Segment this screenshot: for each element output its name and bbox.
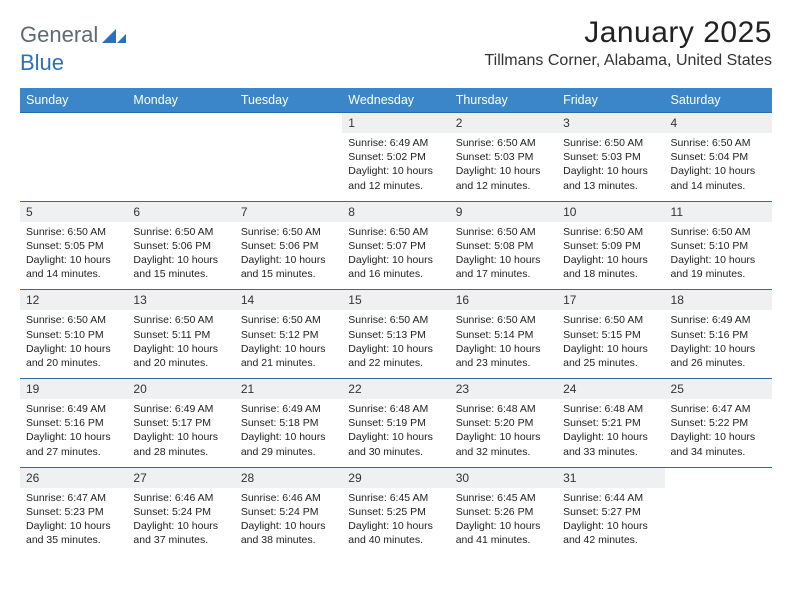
day-body-cell: Sunrise: 6:50 AMSunset: 5:04 PMDaylight:… xyxy=(665,133,772,201)
day-body-cell: Sunrise: 6:50 AMSunset: 5:03 PMDaylight:… xyxy=(557,133,664,201)
day-body-cell: Sunrise: 6:50 AMSunset: 5:12 PMDaylight:… xyxy=(235,310,342,378)
day-number-cell: 10 xyxy=(557,201,664,222)
day-body-cell: Sunrise: 6:49 AMSunset: 5:16 PMDaylight:… xyxy=(20,399,127,467)
day-number-cell: 21 xyxy=(235,379,342,400)
day-body-cell: Sunrise: 6:50 AMSunset: 5:05 PMDaylight:… xyxy=(20,222,127,290)
day-number-cell: 6 xyxy=(127,201,234,222)
day-body-cell: Sunrise: 6:50 AMSunset: 5:11 PMDaylight:… xyxy=(127,310,234,378)
day-body-cell: Sunrise: 6:50 AMSunset: 5:06 PMDaylight:… xyxy=(127,222,234,290)
day-body-row: Sunrise: 6:50 AMSunset: 5:05 PMDaylight:… xyxy=(20,222,772,290)
weekday-col: Wednesday xyxy=(342,88,449,113)
day-body-row: Sunrise: 6:50 AMSunset: 5:10 PMDaylight:… xyxy=(20,310,772,378)
day-number-cell xyxy=(665,467,772,488)
day-body-cell: Sunrise: 6:46 AMSunset: 5:24 PMDaylight:… xyxy=(235,488,342,552)
day-number-cell xyxy=(20,113,127,134)
day-number-cell: 16 xyxy=(450,290,557,311)
weekday-col: Thursday xyxy=(450,88,557,113)
weekday-col: Tuesday xyxy=(235,88,342,113)
day-number-cell: 25 xyxy=(665,379,772,400)
day-number-cell: 15 xyxy=(342,290,449,311)
day-body-cell: Sunrise: 6:50 AMSunset: 5:07 PMDaylight:… xyxy=(342,222,449,290)
day-body-cell: Sunrise: 6:49 AMSunset: 5:17 PMDaylight:… xyxy=(127,399,234,467)
day-body-cell: Sunrise: 6:48 AMSunset: 5:20 PMDaylight:… xyxy=(450,399,557,467)
day-body-cell: Sunrise: 6:48 AMSunset: 5:19 PMDaylight:… xyxy=(342,399,449,467)
brand-text-general: General xyxy=(20,22,98,48)
day-number-row: 19202122232425 xyxy=(20,379,772,400)
day-body-cell: Sunrise: 6:49 AMSunset: 5:18 PMDaylight:… xyxy=(235,399,342,467)
day-number-cell: 19 xyxy=(20,379,127,400)
day-number-cell: 28 xyxy=(235,467,342,488)
day-body-cell: Sunrise: 6:49 AMSunset: 5:16 PMDaylight:… xyxy=(665,310,772,378)
day-number-cell: 13 xyxy=(127,290,234,311)
day-body-row: Sunrise: 6:49 AMSunset: 5:02 PMDaylight:… xyxy=(20,133,772,201)
day-body-cell: Sunrise: 6:47 AMSunset: 5:23 PMDaylight:… xyxy=(20,488,127,552)
calendar-page: General January 2025 Tillmans Corner, Al… xyxy=(0,0,792,571)
day-number-cell: 27 xyxy=(127,467,234,488)
day-body-cell: Sunrise: 6:48 AMSunset: 5:21 PMDaylight:… xyxy=(557,399,664,467)
day-body-cell: Sunrise: 6:50 AMSunset: 5:15 PMDaylight:… xyxy=(557,310,664,378)
day-body-cell xyxy=(235,133,342,201)
weekday-col: Monday xyxy=(127,88,234,113)
day-number-cell: 14 xyxy=(235,290,342,311)
day-body-cell: Sunrise: 6:50 AMSunset: 5:03 PMDaylight:… xyxy=(450,133,557,201)
day-number-cell: 9 xyxy=(450,201,557,222)
day-body-cell xyxy=(665,488,772,552)
day-number-cell: 30 xyxy=(450,467,557,488)
day-number-cell: 17 xyxy=(557,290,664,311)
day-body-cell: Sunrise: 6:50 AMSunset: 5:09 PMDaylight:… xyxy=(557,222,664,290)
day-body-cell: Sunrise: 6:44 AMSunset: 5:27 PMDaylight:… xyxy=(557,488,664,552)
day-number-cell xyxy=(235,113,342,134)
day-body-cell: Sunrise: 6:46 AMSunset: 5:24 PMDaylight:… xyxy=(127,488,234,552)
day-number-cell: 26 xyxy=(20,467,127,488)
day-number-cell: 23 xyxy=(450,379,557,400)
day-number-cell: 5 xyxy=(20,201,127,222)
weekday-header: Sunday Monday Tuesday Wednesday Thursday… xyxy=(20,88,772,113)
day-body-cell: Sunrise: 6:45 AMSunset: 5:25 PMDaylight:… xyxy=(342,488,449,552)
day-body-cell: Sunrise: 6:50 AMSunset: 5:13 PMDaylight:… xyxy=(342,310,449,378)
day-number-cell: 3 xyxy=(557,113,664,134)
day-body-cell: Sunrise: 6:47 AMSunset: 5:22 PMDaylight:… xyxy=(665,399,772,467)
day-number-cell: 2 xyxy=(450,113,557,134)
day-body-cell xyxy=(20,133,127,201)
day-body-row: Sunrise: 6:47 AMSunset: 5:23 PMDaylight:… xyxy=(20,488,772,552)
day-body-cell xyxy=(127,133,234,201)
day-body-cell: Sunrise: 6:49 AMSunset: 5:02 PMDaylight:… xyxy=(342,133,449,201)
day-body-cell: Sunrise: 6:50 AMSunset: 5:14 PMDaylight:… xyxy=(450,310,557,378)
day-number-cell: 1 xyxy=(342,113,449,134)
day-body-row: Sunrise: 6:49 AMSunset: 5:16 PMDaylight:… xyxy=(20,399,772,467)
day-number-row: 567891011 xyxy=(20,201,772,222)
day-body-cell: Sunrise: 6:50 AMSunset: 5:06 PMDaylight:… xyxy=(235,222,342,290)
day-number-cell: 4 xyxy=(665,113,772,134)
day-number-row: 12131415161718 xyxy=(20,290,772,311)
day-number-cell: 7 xyxy=(235,201,342,222)
day-number-cell xyxy=(127,113,234,134)
day-number-cell: 11 xyxy=(665,201,772,222)
day-number-cell: 20 xyxy=(127,379,234,400)
day-number-cell: 8 xyxy=(342,201,449,222)
calendar-body: 1234Sunrise: 6:49 AMSunset: 5:02 PMDayli… xyxy=(20,113,772,552)
day-number-cell: 18 xyxy=(665,290,772,311)
day-number-row: 1234 xyxy=(20,113,772,134)
day-number-cell: 24 xyxy=(557,379,664,400)
brand-text-blue: Blue xyxy=(20,50,772,76)
brand-logo: General xyxy=(20,22,128,48)
weekday-col: Friday xyxy=(557,88,664,113)
month-title: January 2025 xyxy=(484,16,772,50)
weekday-col: Sunday xyxy=(20,88,127,113)
day-body-cell: Sunrise: 6:50 AMSunset: 5:10 PMDaylight:… xyxy=(665,222,772,290)
day-body-cell: Sunrise: 6:50 AMSunset: 5:10 PMDaylight:… xyxy=(20,310,127,378)
day-number-cell: 22 xyxy=(342,379,449,400)
day-number-cell: 12 xyxy=(20,290,127,311)
day-body-cell: Sunrise: 6:50 AMSunset: 5:08 PMDaylight:… xyxy=(450,222,557,290)
day-number-row: 262728293031 xyxy=(20,467,772,488)
day-number-cell: 29 xyxy=(342,467,449,488)
weekday-col: Saturday xyxy=(665,88,772,113)
day-number-cell: 31 xyxy=(557,467,664,488)
calendar-table: Sunday Monday Tuesday Wednesday Thursday… xyxy=(20,88,772,551)
logo-triangle-icon xyxy=(102,26,126,44)
day-body-cell: Sunrise: 6:45 AMSunset: 5:26 PMDaylight:… xyxy=(450,488,557,552)
